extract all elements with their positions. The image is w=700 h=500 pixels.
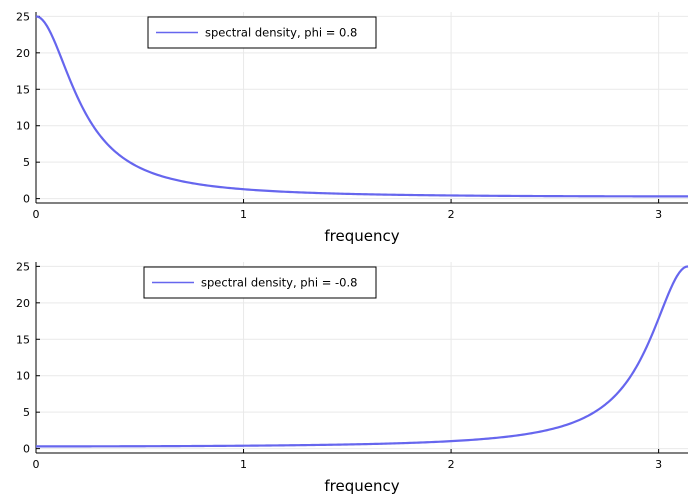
top-y-tick-label-5: 5 [23,156,30,169]
bottom-x-tick-label-0: 0 [33,458,40,471]
bottom-y-tick-label-0: 0 [23,443,30,456]
top-legend: spectral density, phi = 0.8 [147,16,377,49]
top-x-axis-label: frequency [324,227,399,245]
bottom-x-axis-label: frequency [324,477,399,495]
bottom-x-tick-label-3: 3 [655,458,662,471]
bottom-y-tick-label-15: 15 [16,333,30,346]
bottom-x-tick-label-2: 2 [448,458,455,471]
top-y-tick-label-20: 20 [16,47,30,60]
bottom-x-tick-label-1: 1 [240,458,247,471]
bottom-legend: spectral density, phi = -0.8 [143,266,377,299]
top-subplot: 0 1 2 3 0 5 10 15 20 25 frequency spectral densit… [16,10,688,245]
top-axes [35,12,688,204]
top-ticks: 0 1 2 3 0 5 10 15 20 25 [16,10,662,221]
bottom-legend-entry: spectral density, phi = -0.8 [201,276,357,290]
top-x-tick-label-1: 1 [240,208,247,221]
bottom-y-tick-label-5: 5 [23,406,30,419]
bottom-subplot: 0 1 2 3 0 5 10 15 20 25 frequency spectral densit… [16,260,689,495]
bottom-ticks: 0 1 2 3 0 5 10 15 20 25 [16,260,662,471]
top-x-tick-label-2: 2 [448,208,455,221]
top-series-line-0 [35,15,688,198]
top-y-tick-label-25: 25 [16,10,30,23]
bottom-y-tick-label-25: 25 [16,260,30,273]
top-gridlines [35,12,688,203]
top-legend-entry: spectral density, phi = 0.8 [205,26,357,40]
top-y-tick-label-15: 15 [16,83,30,96]
top-x-tick-label-3: 3 [655,208,662,221]
top-series [35,15,688,198]
bottom-y-tick-label-10: 10 [16,370,30,383]
top-y-tick-label-10: 10 [16,120,30,133]
bottom-series [36,265,689,448]
top-y-tick-label-0: 0 [23,193,30,206]
bottom-axes [35,262,688,454]
top-x-tick-label-0: 0 [33,208,40,221]
bottom-y-tick-label-20: 20 [16,297,30,310]
bottom-series-line-0 [36,265,689,448]
